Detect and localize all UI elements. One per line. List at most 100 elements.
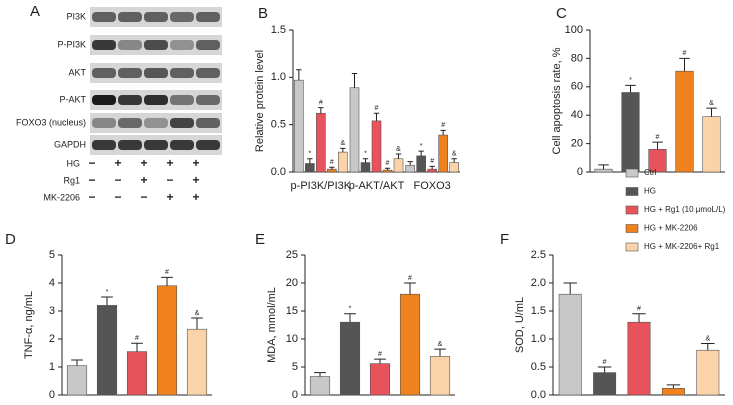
y-tick-label: 100 — [565, 24, 583, 36]
error-bar — [71, 359, 83, 366]
bar — [360, 162, 371, 173]
bar — [405, 165, 415, 173]
significance-mark: # — [375, 105, 379, 112]
y-tick-label: 10 — [286, 333, 298, 345]
blot-row-label: FOXO3 (nucleus) — [16, 117, 86, 127]
condition-sign: + — [192, 156, 199, 170]
blot-band — [196, 68, 220, 78]
error-bar — [344, 313, 356, 323]
condition-sign: − — [88, 173, 95, 187]
blot-band — [144, 140, 168, 150]
blot-band — [170, 68, 194, 78]
y-tick-label: 0.5 — [531, 361, 546, 373]
legend-swatch — [625, 242, 639, 252]
blot-band — [92, 68, 116, 78]
significance-mark: * — [106, 289, 109, 296]
bar — [339, 321, 361, 396]
panel-label: B — [258, 5, 268, 22]
condition-label: Rg1 — [63, 175, 80, 185]
bar — [309, 376, 331, 396]
condition-sign: − — [166, 173, 173, 187]
blot-band — [196, 40, 220, 50]
error-bar — [340, 147, 346, 153]
bar — [156, 285, 178, 396]
condition-sign: + — [166, 156, 173, 170]
bar — [427, 168, 437, 173]
blot-band — [92, 40, 116, 50]
y-tick-label: 0.0 — [531, 389, 546, 401]
blot-band — [144, 95, 168, 105]
bar — [305, 163, 315, 173]
significance-mark: & — [705, 335, 710, 342]
blot-band — [118, 40, 142, 50]
significance-mark: # — [378, 351, 382, 358]
error-bar — [701, 342, 715, 351]
error-bar — [597, 366, 612, 373]
legend-label: HG — [644, 187, 656, 196]
condition-sign: − — [140, 190, 147, 204]
error-bar — [404, 282, 416, 295]
bar — [627, 321, 651, 396]
blot-band — [170, 118, 194, 128]
significance-mark: # — [637, 306, 641, 313]
error-bar — [632, 313, 646, 323]
blot-band — [144, 40, 168, 50]
error-bar — [191, 317, 203, 330]
y-tick-label: 3 — [49, 305, 55, 317]
error-bar — [314, 372, 326, 377]
y-axis-title: TNF-α, ng/mL — [23, 291, 35, 359]
bar — [416, 155, 426, 173]
condition-label: MK-2206 — [43, 192, 80, 202]
panel-label: A — [30, 3, 40, 20]
blot-band — [196, 95, 220, 105]
blot-band — [144, 68, 168, 78]
significance-mark: & — [396, 146, 401, 153]
bar — [558, 293, 582, 396]
y-tick-label: 1.0 — [271, 71, 286, 83]
bar — [316, 113, 326, 173]
legend-swatch — [625, 205, 639, 215]
bar — [327, 168, 337, 173]
legend-label: HG + Rg1 (10 μmoL/L) — [644, 205, 726, 214]
blot-band — [144, 118, 168, 128]
blot-band — [118, 68, 142, 78]
bar — [371, 120, 382, 173]
blot-band — [118, 12, 142, 22]
bar — [429, 356, 451, 396]
blot-band — [92, 118, 116, 128]
bar — [294, 79, 304, 173]
bar — [66, 365, 88, 396]
blot-band — [92, 140, 116, 150]
bar — [126, 351, 148, 396]
bar — [382, 169, 393, 173]
bar — [675, 70, 694, 173]
y-tick-label: 1 — [49, 361, 55, 373]
error-bar — [706, 107, 717, 117]
error-bar — [374, 358, 386, 364]
bar — [186, 328, 208, 396]
blot-band — [92, 95, 116, 105]
y-axis-title: MDA, mmol/mL — [266, 287, 278, 363]
x-tick-label: p-AKT/AKT — [349, 180, 405, 192]
bar — [449, 162, 459, 173]
significance-mark: * — [308, 151, 311, 158]
condition-sign: + — [192, 190, 199, 204]
panel-label: F — [500, 231, 509, 248]
panel-label: C — [556, 5, 567, 22]
blot-row-label: PI3K — [66, 11, 86, 21]
significance-mark: # — [319, 99, 323, 106]
error-bar — [329, 166, 335, 170]
error-bar — [625, 84, 636, 93]
significance-mark: # — [135, 335, 139, 342]
significance-mark: & — [195, 310, 200, 317]
y-tick-label: 1.5 — [531, 305, 546, 317]
bar — [349, 87, 360, 173]
error-bar — [161, 276, 173, 286]
bar — [369, 363, 391, 396]
y-tick-label: 20 — [286, 277, 298, 289]
error-bar — [384, 167, 391, 171]
significance-mark: & — [452, 151, 457, 158]
error-bar — [652, 141, 663, 150]
error-bar — [131, 342, 143, 352]
